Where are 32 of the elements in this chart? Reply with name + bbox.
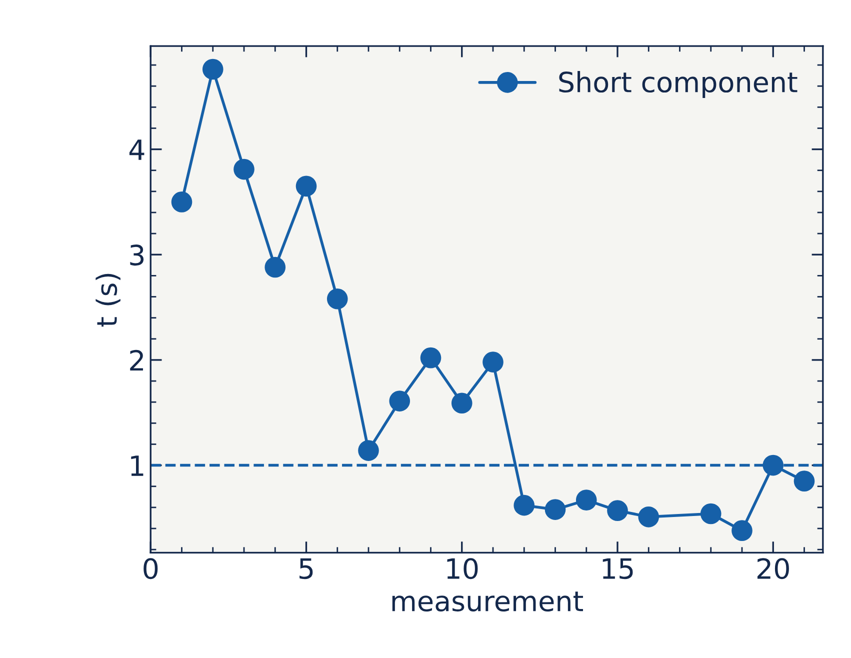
- point: [420, 347, 442, 368]
- x-axis-title: measurement: [392, 592, 583, 612]
- point: [576, 490, 597, 510]
- x-tick-label: 20: [757, 558, 789, 580]
- point: [514, 494, 535, 516]
- point: [296, 176, 317, 197]
- x-tick-label: 0: [144, 558, 158, 580]
- point: [700, 503, 722, 524]
- y-tick-label: 1: [131, 456, 144, 476]
- point: [234, 158, 254, 180]
- point: [794, 470, 815, 492]
- y-axis-title: t (s): [96, 274, 120, 327]
- point: [451, 392, 472, 414]
- x-tick-label: 10: [447, 558, 478, 580]
- point: [607, 500, 628, 522]
- y-tick-label: 2: [130, 350, 143, 371]
- legend-label: Short component: [559, 71, 798, 98]
- point: [638, 506, 660, 528]
- point: [732, 520, 752, 542]
- point: [544, 499, 566, 520]
- point: [171, 192, 192, 212]
- point: [326, 288, 348, 310]
- y-tick-label: 4: [129, 140, 144, 160]
- point: [264, 256, 286, 278]
- point: [358, 440, 379, 461]
- y-tick-label: 3: [130, 244, 144, 266]
- point: [202, 58, 224, 80]
- x-tick-label: 15: [602, 558, 633, 580]
- x-tick-label: 5: [300, 558, 313, 580]
- point: [389, 390, 410, 412]
- point: [762, 454, 784, 476]
- point: [482, 352, 504, 372]
